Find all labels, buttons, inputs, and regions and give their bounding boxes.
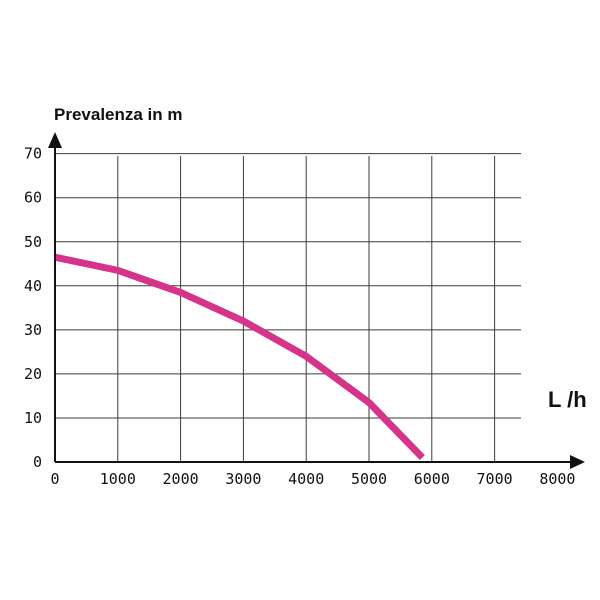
curve-layer bbox=[54, 253, 425, 461]
x-tick-label: 3000 bbox=[225, 470, 261, 488]
x-tick-label: 4000 bbox=[288, 470, 324, 488]
x-tick-label: 1000 bbox=[100, 470, 136, 488]
y-tick-label: 10 bbox=[24, 409, 42, 427]
y-axis-label: Prevalenza in m bbox=[54, 105, 183, 124]
x-axis-label: L /h bbox=[548, 387, 587, 412]
series-line bbox=[54, 253, 425, 461]
x-axis-arrow-icon bbox=[570, 455, 585, 469]
grid bbox=[55, 153, 521, 462]
axes bbox=[48, 132, 585, 469]
x-tick-label: 6000 bbox=[414, 470, 450, 488]
x-tick-label: 8000 bbox=[539, 470, 575, 488]
y-tick-label: 40 bbox=[24, 277, 42, 295]
y-tick-label: 50 bbox=[24, 233, 42, 251]
y-axis-arrow-icon bbox=[48, 132, 62, 148]
x-tick-label: 5000 bbox=[351, 470, 387, 488]
tick-labels: 0 1000 2000 3000 4000 5000 6000 7000 8000 0 10 20 30… bbox=[24, 145, 576, 488]
x-tick-label: 0 bbox=[50, 470, 59, 488]
y-tick-label: 70 bbox=[24, 145, 42, 163]
y-tick-label: 60 bbox=[24, 189, 42, 207]
y-tick-label: 30 bbox=[24, 321, 42, 339]
x-tick-label: 2000 bbox=[163, 470, 199, 488]
y-tick-label: 0 bbox=[33, 453, 42, 471]
y-tick-label: 20 bbox=[24, 365, 42, 383]
x-tick-label: 7000 bbox=[477, 470, 513, 488]
